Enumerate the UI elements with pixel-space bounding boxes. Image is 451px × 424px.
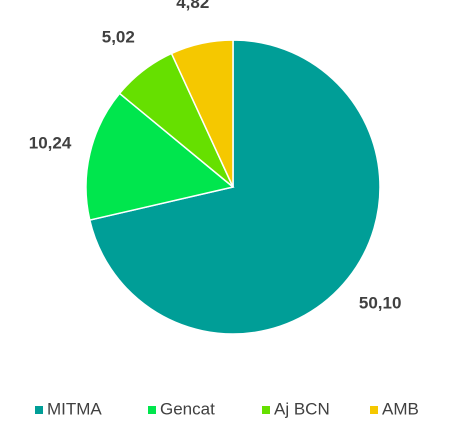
data-label: 50,10: [359, 294, 402, 313]
pie-slice: [88, 39, 381, 335]
legend-marker: [148, 406, 156, 414]
legend-label: Gencat: [160, 399, 215, 418]
pie-slice: [85, 92, 235, 221]
data-label: 4,82: [176, 0, 209, 12]
data-label: 5,02: [102, 28, 135, 47]
legend-marker: [35, 406, 43, 414]
legend-label: MITMA: [47, 399, 102, 418]
legend-label: AMB: [382, 399, 419, 418]
pie-slice: [170, 39, 234, 188]
data-label: 10,24: [29, 133, 72, 152]
legend-label: Aj BCN: [274, 399, 330, 418]
legend-marker: [370, 406, 378, 414]
legend-marker: [262, 406, 270, 414]
